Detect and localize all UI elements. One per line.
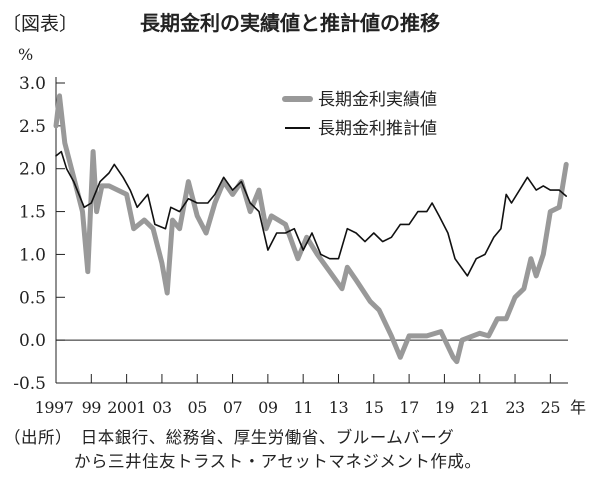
x-tick-label: 15 [364, 398, 383, 417]
source-line-2: から三井住友トラスト・アセットマネジメント作成。 [74, 452, 482, 471]
legend-label-estimate: 長期金利推計値 [318, 119, 437, 139]
legend: 長期金利実績値 長期金利推計値 [282, 90, 437, 139]
x-tick-label: 19 [435, 398, 455, 417]
x-tick-label: 09 [258, 398, 278, 417]
y-tick-label: 0.5 [19, 288, 46, 308]
y-tick-label: -0.5 [13, 374, 46, 394]
x-tick-label: 21 [470, 398, 489, 417]
y-tick-label: 1.0 [19, 245, 46, 265]
x-tick-label: 17 [399, 398, 419, 417]
x-tick-label: 23 [505, 398, 524, 417]
series-actual-line [53, 93, 569, 365]
y-axis-unit: % [18, 45, 33, 64]
x-tick-label: 05 [188, 398, 207, 417]
x-tick-label: 2001 [107, 398, 146, 417]
x-tick-label: 1997 [35, 398, 74, 417]
figure-tag: 〔図表〕 [2, 13, 78, 35]
legend-label-actual: 長期金利実績値 [318, 90, 437, 110]
y-tick-label: 0.0 [19, 331, 46, 351]
x-tick-label: 11 [293, 398, 312, 417]
x-tick-label: 07 [223, 398, 243, 417]
x-tick-label: 13 [329, 398, 348, 417]
x-tick-label: 03 [152, 398, 171, 417]
source-line-1: （出所） 日本銀行、総務省、厚生労働省、ブルームバーグ [4, 428, 455, 447]
y-tick-label: 3.0 [19, 74, 46, 94]
x-tick-label: 25 [541, 398, 560, 417]
x-tick-label: 99 [82, 398, 102, 417]
series-estimate-line [55, 150, 568, 277]
x-axis-unit: 年 [570, 398, 586, 417]
y-tick-label: 2.0 [19, 160, 46, 180]
y-tick-label: 1.5 [19, 203, 46, 223]
y-tick-label: 2.5 [19, 117, 46, 137]
chart-title: 長期金利の実績値と推計値の推移 [140, 11, 440, 35]
